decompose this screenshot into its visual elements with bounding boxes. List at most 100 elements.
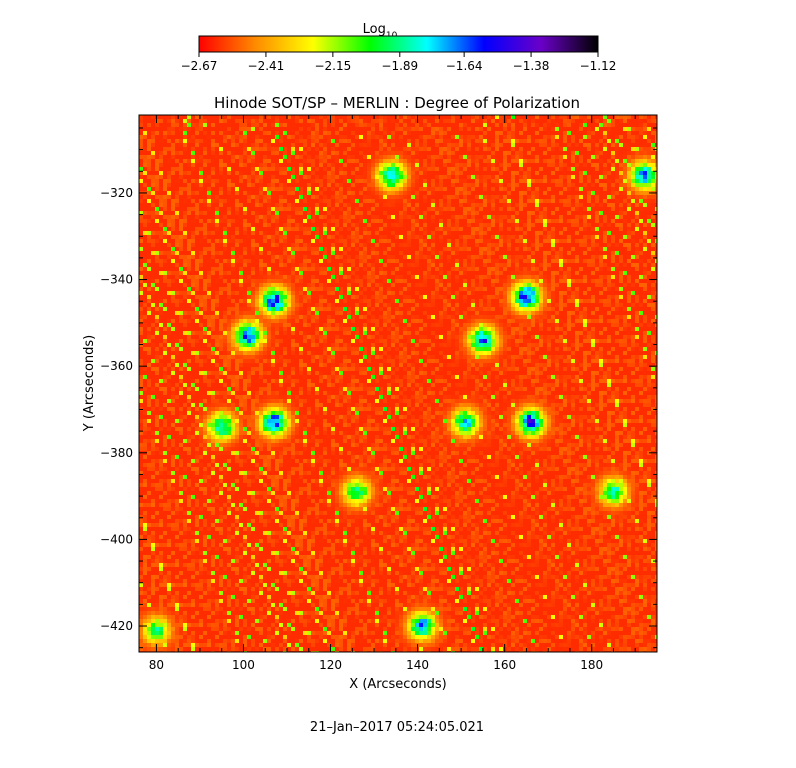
heatmap-cell bbox=[523, 239, 527, 243]
heatmap-cell bbox=[479, 239, 483, 243]
heatmap-cell bbox=[243, 179, 247, 183]
heatmap-cell bbox=[327, 127, 331, 131]
heatmap-cell bbox=[639, 147, 643, 151]
heatmap-cell bbox=[591, 203, 595, 207]
heatmap-cell bbox=[175, 223, 179, 227]
heatmap-cell bbox=[195, 127, 199, 131]
heatmap-cell bbox=[499, 219, 503, 223]
heatmap-cell bbox=[655, 199, 657, 203]
heatmap-cell bbox=[459, 135, 463, 139]
heatmap-cell bbox=[303, 239, 307, 243]
heatmap-cell bbox=[555, 227, 559, 231]
heatmap-cell bbox=[403, 211, 407, 215]
heatmap-cell bbox=[575, 171, 579, 175]
heatmap-cell bbox=[371, 215, 375, 219]
heatmap-cell bbox=[547, 235, 551, 239]
heatmap-cell bbox=[515, 215, 519, 219]
heatmap-cell bbox=[459, 247, 463, 251]
heatmap-cell bbox=[591, 159, 595, 163]
heatmap-cell bbox=[435, 259, 439, 263]
heatmap-cell bbox=[451, 119, 455, 123]
heatmap-cell bbox=[275, 259, 279, 263]
heatmap-cell bbox=[219, 259, 223, 263]
heatmap-cell bbox=[495, 151, 499, 155]
heatmap-cell bbox=[527, 159, 531, 163]
heatmap-cell bbox=[303, 199, 307, 203]
heatmap-cell bbox=[287, 151, 291, 155]
heatmap-cell bbox=[211, 215, 215, 219]
heatmap-cell bbox=[435, 191, 439, 195]
heatmap-cell bbox=[375, 135, 379, 139]
heatmap-cell bbox=[543, 191, 547, 195]
heatmap-cell bbox=[159, 259, 163, 263]
heatmap-cell bbox=[495, 219, 499, 223]
heatmap-cell bbox=[411, 235, 415, 239]
heatmap-cell bbox=[251, 135, 255, 139]
heatmap-cell bbox=[303, 127, 307, 131]
heatmap-cell bbox=[475, 207, 479, 211]
heatmap-cell bbox=[591, 247, 595, 251]
heatmap-cell bbox=[355, 219, 359, 223]
heatmap-cell bbox=[487, 163, 491, 167]
heatmap-cell bbox=[195, 251, 199, 255]
heatmap-cell bbox=[211, 115, 215, 119]
heatmap-cell bbox=[239, 179, 243, 183]
heatmap-cell bbox=[275, 127, 279, 131]
heatmap-cell bbox=[203, 191, 207, 195]
heatmap-cell bbox=[507, 255, 511, 259]
heatmap-cell bbox=[279, 219, 283, 223]
heatmap-cell bbox=[567, 243, 571, 247]
heatmap-cell bbox=[307, 183, 311, 187]
heatmap-cell bbox=[343, 159, 347, 163]
heatmap-cell bbox=[519, 131, 523, 135]
heatmap-cell bbox=[459, 175, 463, 179]
heatmap-cell bbox=[351, 255, 355, 259]
heatmap-cell bbox=[527, 263, 531, 267]
heatmap-cell bbox=[227, 223, 231, 227]
heatmap-cell bbox=[343, 119, 347, 123]
heatmap-cell bbox=[311, 255, 315, 259]
heatmap-cell bbox=[427, 207, 431, 211]
heatmap-cell bbox=[639, 195, 643, 199]
heatmap-cell bbox=[555, 255, 559, 259]
heatmap-cell bbox=[287, 267, 291, 271]
heatmap-cell bbox=[171, 255, 175, 259]
heatmap-cell bbox=[231, 235, 235, 239]
heatmap-cell bbox=[271, 223, 275, 227]
heatmap-cell bbox=[535, 255, 539, 259]
heatmap-cell bbox=[411, 203, 415, 207]
heatmap-cell bbox=[523, 155, 527, 159]
heatmap-cell bbox=[247, 247, 251, 251]
heatmap-cell bbox=[651, 227, 655, 231]
heatmap-cell bbox=[539, 231, 543, 235]
heatmap-cell bbox=[387, 143, 391, 147]
heatmap-cell bbox=[275, 255, 279, 259]
heatmap-cell bbox=[383, 219, 387, 223]
heatmap-cell bbox=[639, 187, 643, 191]
heatmap-cell bbox=[535, 203, 539, 207]
heatmap-cell bbox=[147, 263, 151, 267]
heatmap-cell bbox=[371, 183, 375, 187]
heatmap-cell bbox=[639, 163, 643, 167]
heatmap-cell bbox=[207, 243, 211, 247]
heatmap-cell bbox=[455, 143, 459, 147]
heatmap-cell bbox=[231, 163, 235, 167]
heatmap-cell bbox=[187, 187, 191, 191]
heatmap-cell bbox=[531, 215, 535, 219]
heatmap-cell bbox=[651, 139, 655, 143]
heatmap-cell bbox=[243, 151, 247, 155]
heatmap-cell bbox=[423, 135, 427, 139]
heatmap-cell bbox=[383, 247, 387, 251]
heatmap-cell bbox=[551, 183, 555, 187]
heatmap-cell bbox=[291, 187, 295, 191]
heatmap-cell bbox=[147, 215, 151, 219]
heatmap-cell bbox=[275, 163, 279, 167]
heatmap-cell bbox=[643, 163, 647, 167]
heatmap-cell bbox=[427, 223, 431, 227]
heatmap-cell bbox=[207, 151, 211, 155]
heatmap-cell bbox=[327, 191, 331, 195]
heatmap-cell bbox=[579, 159, 583, 163]
heatmap-cell bbox=[571, 175, 575, 179]
heatmap-cell bbox=[503, 179, 507, 183]
heatmap-cell bbox=[387, 251, 391, 255]
